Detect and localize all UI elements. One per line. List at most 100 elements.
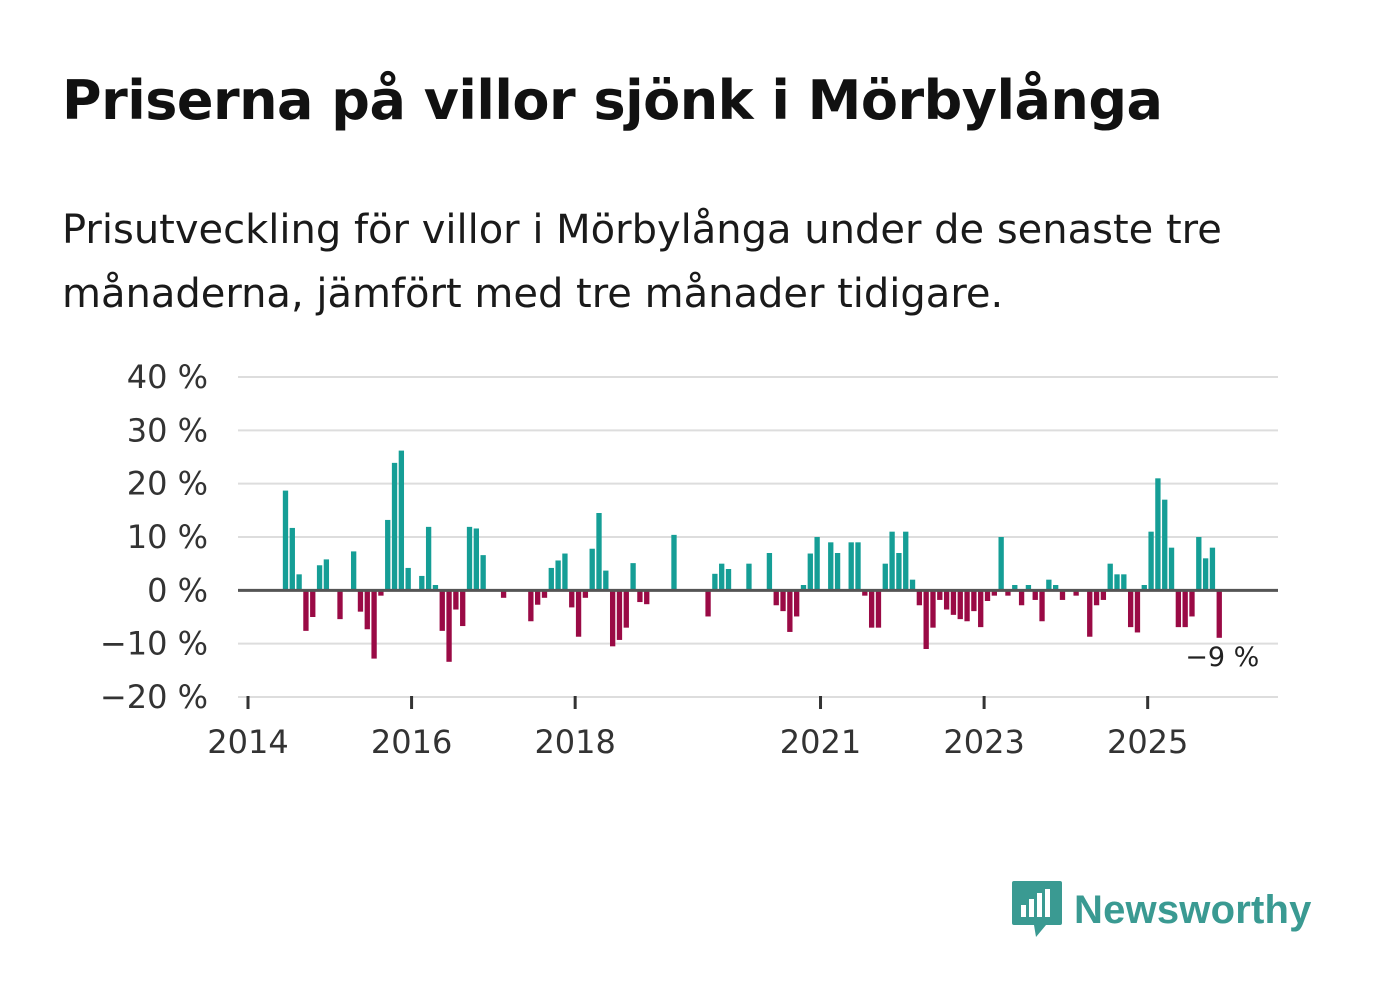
bar	[868, 590, 875, 628]
bar	[1202, 558, 1209, 591]
bar	[780, 590, 786, 612]
y-tick-label: 0 %	[147, 571, 208, 609]
x-tick-label: 2016	[371, 723, 452, 761]
bar	[466, 526, 473, 591]
bar	[984, 590, 991, 601]
bar	[385, 519, 391, 591]
bar	[596, 513, 602, 591]
bar	[916, 590, 923, 606]
last-value-label: −9 %	[1185, 642, 1259, 673]
bar	[1087, 590, 1093, 637]
bar	[930, 590, 936, 628]
bar	[535, 590, 541, 605]
bar	[603, 570, 609, 591]
bar	[834, 553, 841, 591]
bar	[1216, 590, 1222, 638]
bar	[1032, 590, 1038, 600]
bar	[1196, 537, 1202, 591]
bar	[623, 590, 629, 628]
bar	[500, 590, 507, 598]
bar	[712, 573, 718, 591]
bar	[937, 590, 943, 600]
bar	[1175, 590, 1182, 628]
bar	[425, 526, 432, 591]
bar	[725, 569, 732, 591]
bar	[303, 590, 309, 631]
bar	[964, 590, 970, 622]
bars	[282, 450, 1222, 662]
bar	[1155, 478, 1161, 591]
x-tick-label: 2023	[943, 723, 1024, 761]
bar	[943, 590, 950, 610]
bar	[316, 565, 323, 591]
bar	[1073, 590, 1079, 596]
y-tick-label: −20 %	[100, 678, 208, 716]
bar	[862, 590, 868, 596]
y-tick-label: 30 %	[127, 411, 208, 449]
bar	[528, 590, 534, 622]
bar	[1046, 579, 1052, 591]
bar	[1189, 590, 1195, 617]
bar	[957, 590, 963, 620]
bar	[991, 590, 997, 596]
bar	[548, 567, 554, 591]
x-tick-label: 2014	[207, 723, 288, 761]
bar	[616, 590, 623, 640]
bar	[555, 560, 561, 591]
bar	[896, 553, 902, 591]
bar	[800, 585, 807, 591]
y-tick-label: 20 %	[127, 465, 208, 503]
bar	[419, 575, 425, 591]
bar	[357, 590, 364, 612]
bar	[909, 579, 916, 591]
bar	[364, 590, 370, 630]
bar	[1059, 590, 1066, 600]
bar-chart: 40 %30 %20 %10 %0 %−10 %−20 % 2014 2016 20…	[100, 358, 1278, 761]
bar	[569, 590, 575, 608]
bar	[719, 563, 725, 591]
bar	[432, 585, 439, 591]
bar	[855, 542, 861, 591]
bar	[828, 542, 834, 591]
bar	[950, 590, 957, 615]
bar	[1039, 590, 1045, 622]
bar	[773, 590, 779, 606]
bar	[1107, 563, 1113, 591]
chart-title: Priserna på villor sjönk i Mörbylånga	[62, 69, 1163, 132]
bar	[889, 531, 895, 591]
y-axis-labels: 40 % 30 % 20 % 10 % 0 % −10 % −20 %	[100, 358, 208, 716]
bar	[473, 528, 479, 591]
bar	[978, 590, 984, 628]
x-tick-label: 2018	[534, 723, 615, 761]
bar	[1182, 590, 1188, 628]
bar	[848, 542, 854, 591]
bar	[378, 590, 384, 596]
bar	[766, 553, 773, 591]
bar	[705, 590, 711, 617]
bar	[562, 553, 568, 591]
bar	[787, 590, 793, 632]
bar	[1093, 590, 1100, 606]
bar	[323, 559, 330, 591]
y-tick-label: −10 %	[100, 625, 208, 663]
bar	[630, 563, 636, 591]
bar	[609, 590, 616, 647]
bar	[460, 590, 466, 627]
bar	[814, 537, 820, 591]
bar	[1114, 574, 1120, 591]
bar	[1012, 585, 1018, 591]
bar	[439, 590, 445, 631]
bar	[794, 590, 800, 617]
x-tick-label: 2025	[1107, 723, 1188, 761]
bar	[289, 527, 295, 591]
x-tick-label: 2021	[780, 723, 861, 761]
bar	[1121, 574, 1127, 591]
bar	[637, 590, 643, 603]
bar	[923, 590, 929, 649]
bar	[1209, 547, 1216, 591]
bar	[282, 490, 289, 591]
bar	[310, 590, 316, 617]
newsworthy-logo[interactable]: Newsworthy	[1010, 878, 1312, 942]
bar	[875, 590, 882, 628]
bar	[398, 450, 405, 591]
